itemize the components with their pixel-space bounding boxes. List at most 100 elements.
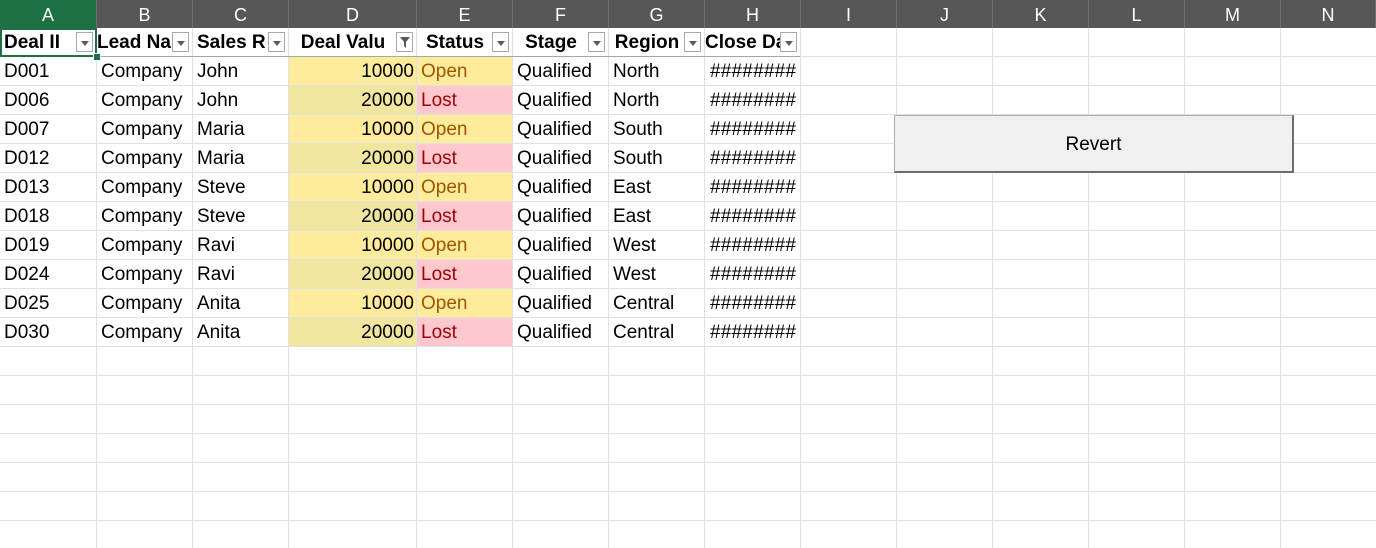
- column-header-i[interactable]: I: [801, 0, 897, 28]
- cell-deal-value[interactable]: 20000: [361, 148, 414, 169]
- cell-lead-name[interactable]: Company: [101, 90, 183, 111]
- cell-sales-rep[interactable]: Maria: [197, 148, 245, 169]
- cell-status[interactable]: Open: [421, 119, 468, 140]
- cell-status[interactable]: Open: [421, 235, 468, 256]
- cell-region[interactable]: South: [613, 148, 663, 169]
- cell-stage[interactable]: Qualified: [517, 61, 592, 82]
- cell-lead-name[interactable]: Company: [101, 206, 183, 227]
- filter-dropdown-button[interactable]: [76, 32, 93, 52]
- cell-deal-id[interactable]: D025: [4, 293, 50, 314]
- cell-close-date[interactable]: ########: [710, 206, 797, 227]
- column-header-f[interactable]: F: [513, 0, 609, 28]
- cell-status[interactable]: Open: [421, 293, 468, 314]
- filter-dropdown-button[interactable]: [492, 32, 509, 52]
- cell-close-date[interactable]: ########: [710, 235, 797, 256]
- cell-region[interactable]: North: [613, 61, 660, 82]
- cell-sales-rep[interactable]: Ravi: [197, 235, 236, 256]
- cell-deal-id[interactable]: D006: [4, 90, 50, 111]
- cell-region[interactable]: South: [613, 119, 663, 140]
- cell-deal-value[interactable]: 10000: [361, 177, 414, 198]
- cell-close-date[interactable]: ########: [710, 90, 797, 111]
- cell-close-date[interactable]: ########: [710, 119, 797, 140]
- cell-region[interactable]: East: [613, 177, 652, 198]
- cell-lead-name[interactable]: Company: [101, 264, 183, 285]
- cell-sales-rep[interactable]: Steve: [197, 177, 246, 198]
- cell-lead-name[interactable]: Company: [101, 119, 183, 140]
- cell-lead-name[interactable]: Company: [101, 293, 183, 314]
- header-cell-status[interactable]: Status: [425, 32, 485, 53]
- filter-dropdown-button[interactable]: [268, 32, 285, 52]
- filter-dropdown-button[interactable]: [588, 32, 605, 52]
- cell-deal-id[interactable]: D030: [4, 322, 50, 343]
- cell-deal-value[interactable]: 20000: [361, 206, 414, 227]
- cell-deal-value[interactable]: 10000: [361, 235, 414, 256]
- cell-deal-id[interactable]: D001: [4, 61, 50, 82]
- cell-deal-id[interactable]: D012: [4, 148, 50, 169]
- cell-lead-name[interactable]: Company: [101, 235, 183, 256]
- cell-status[interactable]: Lost: [421, 322, 457, 343]
- cell-stage[interactable]: Qualified: [517, 206, 592, 227]
- header-cell-deal-id[interactable]: Deal II: [4, 32, 60, 53]
- header-cell-stage[interactable]: Stage: [525, 32, 577, 53]
- cell-stage[interactable]: Qualified: [517, 322, 592, 343]
- column-header-n[interactable]: N: [1281, 0, 1376, 28]
- cell-stage[interactable]: Qualified: [517, 264, 592, 285]
- header-cell-close-date[interactable]: Close Da: [705, 32, 787, 53]
- cell-sales-rep[interactable]: Anita: [197, 293, 241, 314]
- cell-status[interactable]: Open: [421, 61, 468, 82]
- column-header-j[interactable]: J: [897, 0, 993, 28]
- revert-button[interactable]: Revert: [894, 115, 1294, 173]
- cell-sales-rep[interactable]: Maria: [197, 119, 245, 140]
- cell-region[interactable]: North: [613, 90, 660, 111]
- cell-deal-value[interactable]: 10000: [361, 61, 414, 82]
- cell-close-date[interactable]: ########: [710, 264, 797, 285]
- cell-status[interactable]: Lost: [421, 90, 457, 111]
- cell-region[interactable]: East: [613, 206, 652, 227]
- cell-close-date[interactable]: ########: [710, 148, 797, 169]
- fill-handle[interactable]: [93, 53, 101, 61]
- cell-lead-name[interactable]: Company: [101, 177, 183, 198]
- column-header-b[interactable]: B: [97, 0, 193, 28]
- cell-stage[interactable]: Qualified: [517, 235, 592, 256]
- cell-deal-id[interactable]: D007: [4, 119, 50, 140]
- cell-deal-value[interactable]: 20000: [361, 322, 414, 343]
- cell-lead-name[interactable]: Company: [101, 148, 183, 169]
- column-header-d[interactable]: D: [289, 0, 417, 28]
- cell-close-date[interactable]: ########: [710, 322, 797, 343]
- cell-deal-id[interactable]: D018: [4, 206, 50, 227]
- cell-region[interactable]: West: [613, 264, 656, 285]
- filter-dropdown-button[interactable]: [780, 32, 797, 52]
- cell-region[interactable]: Central: [613, 293, 675, 314]
- column-header-e[interactable]: E: [417, 0, 513, 28]
- header-cell-deal-value[interactable]: Deal Valu: [300, 32, 386, 53]
- cell-deal-value[interactable]: 10000: [361, 293, 414, 314]
- cell-lead-name[interactable]: Company: [101, 322, 183, 343]
- cell-stage[interactable]: Qualified: [517, 177, 592, 198]
- cell-deal-value[interactable]: 20000: [361, 264, 414, 285]
- cell-region[interactable]: West: [613, 235, 656, 256]
- filter-dropdown-button[interactable]: [396, 32, 413, 52]
- cell-status[interactable]: Lost: [421, 264, 457, 285]
- worksheet-grid[interactable]: Deal II Lead Na Sales R Deal Valu Status Stag…: [0, 28, 1376, 548]
- column-header-h[interactable]: H: [705, 0, 801, 28]
- cell-deal-id[interactable]: D019: [4, 235, 50, 256]
- cell-status[interactable]: Open: [421, 177, 468, 198]
- cell-sales-rep[interactable]: Anita: [197, 322, 241, 343]
- cell-status[interactable]: Lost: [421, 148, 457, 169]
- cell-sales-rep[interactable]: Ravi: [197, 264, 236, 285]
- cell-sales-rep[interactable]: John: [197, 61, 239, 82]
- cell-stage[interactable]: Qualified: [517, 293, 592, 314]
- cell-close-date[interactable]: ########: [710, 177, 797, 198]
- column-header-a[interactable]: A: [0, 0, 97, 28]
- filter-dropdown-button[interactable]: [684, 32, 701, 52]
- cell-close-date[interactable]: ########: [710, 293, 797, 314]
- header-cell-lead-name[interactable]: Lead Na: [97, 32, 171, 53]
- column-header-l[interactable]: L: [1089, 0, 1185, 28]
- cell-stage[interactable]: Qualified: [517, 119, 592, 140]
- cell-deal-value[interactable]: 10000: [361, 119, 414, 140]
- column-header-m[interactable]: M: [1185, 0, 1281, 28]
- header-cell-sales-rep[interactable]: Sales R: [197, 32, 266, 53]
- cell-deal-id[interactable]: D013: [4, 177, 50, 198]
- cell-sales-rep[interactable]: Steve: [197, 206, 246, 227]
- cell-region[interactable]: Central: [613, 322, 675, 343]
